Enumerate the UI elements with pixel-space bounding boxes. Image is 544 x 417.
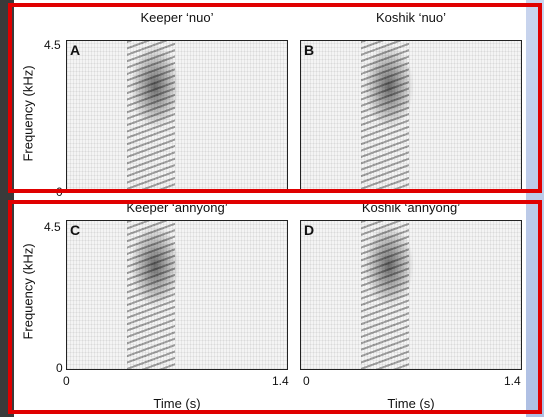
x-axis-label: Time (s) — [153, 396, 201, 411]
highlight-box — [8, 200, 542, 414]
panel-letter: C — [70, 222, 81, 238]
spectrogram — [300, 220, 522, 370]
panel-letter: A — [70, 42, 81, 58]
panel-title: Keeper ‘nuo’ — [140, 10, 214, 25]
highlight-box — [8, 3, 542, 193]
panel-title: Koshik ‘nuo’ — [375, 10, 447, 25]
panel-letter: B — [304, 42, 315, 58]
y-tick-label: 4.5 — [44, 220, 61, 234]
x-tick-label: 1.4 — [504, 374, 521, 388]
spectrogram — [300, 40, 522, 193]
panel-letter: D — [304, 222, 315, 238]
x-tick-label: 1.4 — [272, 374, 289, 388]
y-tick-label: 0 — [56, 361, 63, 375]
x-tick-label: 0 — [63, 374, 70, 388]
spectrogram — [66, 220, 288, 370]
y-tick-label: 4.5 — [44, 38, 61, 52]
x-tick-label: 0 — [303, 374, 310, 388]
x-axis-label: Time (s) — [387, 396, 435, 411]
